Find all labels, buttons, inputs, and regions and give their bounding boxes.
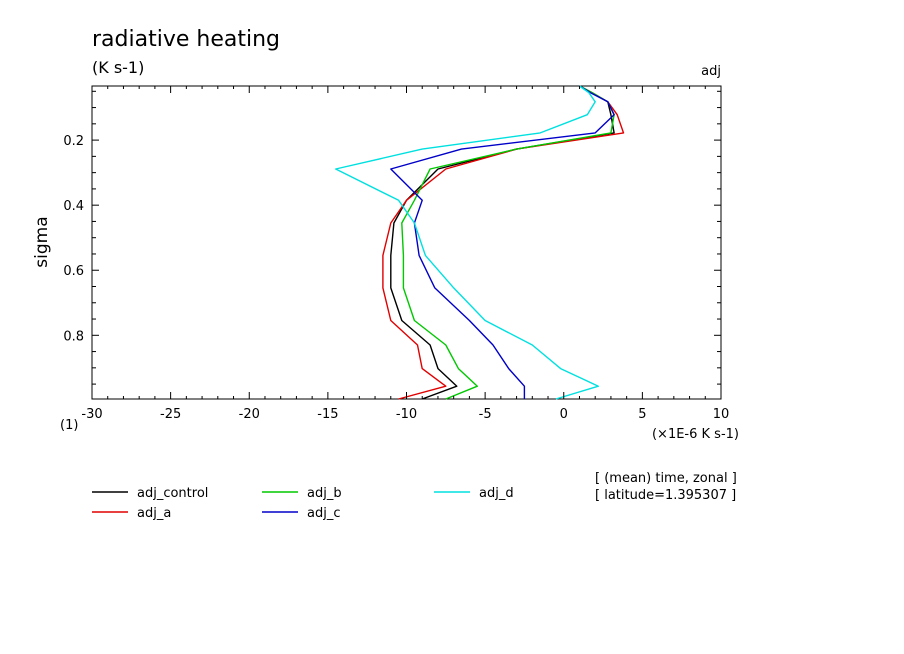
x-tick-label: -10: [396, 407, 417, 422]
x-tick-label: 0: [560, 407, 568, 422]
x-tick-label: 5: [638, 407, 646, 422]
x-tick-label: 10: [713, 407, 730, 422]
y-axis-label: sigma: [32, 216, 52, 267]
plot-frame: [91, 85, 722, 400]
x-tick-label: -5: [479, 407, 492, 422]
chart-units: (K s-1): [92, 58, 144, 77]
series-line-adj_control: [390, 85, 615, 400]
series-line-adj_b: [401, 85, 615, 400]
x-tick-label: -20: [239, 407, 260, 422]
chart-tag: adj: [701, 64, 721, 79]
series-line-adj_a: [382, 85, 625, 400]
x-tick-label: -30: [81, 407, 102, 422]
legend-label-adj_d: adj_d: [479, 486, 514, 501]
chart-title: radiative heating: [92, 27, 280, 52]
tick-layer: -30 -25 -20 -15 -10 -5 0 5 10 0.2 0.4 0.6 0.8: [63, 86, 729, 422]
legend-label-adj_control: adj_control: [137, 486, 208, 501]
legend: adj_control adj_a adj_b adj_c adj_d: [92, 486, 514, 521]
y-tick-label: 0.2: [63, 134, 84, 149]
series-layer: [335, 85, 625, 400]
y-tick-label: 0.8: [63, 329, 84, 344]
y-tick-label: 0.6: [63, 264, 84, 279]
x-tick-label: -25: [160, 407, 181, 422]
y-tick-label: 0.4: [63, 199, 84, 214]
info-note-line2: [ latitude=1.395307 ]: [595, 488, 736, 503]
legend-label-adj_b: adj_b: [307, 486, 342, 501]
legend-label-adj_c: adj_c: [307, 506, 340, 521]
x-tick-label: -15: [317, 407, 338, 422]
x-axis-prefix: (1): [60, 418, 78, 433]
legend-label-adj_a: adj_a: [137, 506, 171, 521]
plot-frame-layer: [91, 85, 722, 400]
x-axis-label: (×1E-6 K s-1): [652, 427, 739, 442]
series-line-adj_c: [390, 85, 615, 399]
info-note-line1: [ (mean) time, zonal ]: [595, 471, 737, 486]
series-line-adj_d: [335, 85, 599, 400]
